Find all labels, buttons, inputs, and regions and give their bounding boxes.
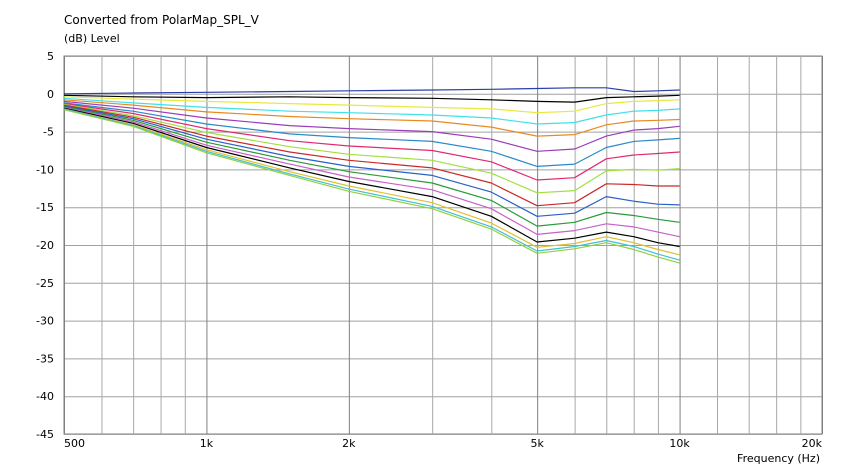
y-tick-label: -35 <box>36 352 54 365</box>
y-tick-label: -25 <box>36 277 54 290</box>
series-line-16 <box>63 108 680 261</box>
y-tick-label: -40 <box>36 390 54 403</box>
series-line-3 <box>63 96 680 114</box>
series-line-17 <box>63 109 680 264</box>
series-line-8 <box>63 103 680 181</box>
series-group <box>63 87 680 264</box>
y-tick-label: -10 <box>36 163 54 176</box>
x-tick-label: 1k <box>200 437 214 450</box>
y-tick-label: -15 <box>36 201 54 214</box>
chart-title: Converted from PolarMap_SPL_V <box>64 13 260 27</box>
series-line-2 <box>63 94 680 103</box>
series-line-1 <box>63 87 680 95</box>
x-tick-label: 10k <box>669 437 690 450</box>
y-tick-label: -45 <box>36 428 54 441</box>
x-tick-label: 500 <box>64 437 85 450</box>
series-line-9 <box>63 103 680 194</box>
series-line-5 <box>63 99 680 137</box>
x-axis-label: Frequency (Hz) <box>737 452 820 465</box>
y-tick-label: -20 <box>36 239 54 252</box>
series-line-15 <box>63 108 680 256</box>
series-line-4 <box>63 97 680 125</box>
y-tick-label: -30 <box>36 315 54 328</box>
series-line-10 <box>63 104 680 207</box>
x-tick-label: 5k <box>530 437 544 450</box>
series-line-13 <box>63 106 680 238</box>
y-axis-label: (dB) Level <box>64 32 120 45</box>
y-tick-label: 0 <box>47 88 54 101</box>
series-line-7 <box>63 102 680 167</box>
series-line-14 <box>63 107 680 248</box>
x-tick-labels: 500 1k 2k 5k 10k 20k <box>64 437 823 450</box>
series-line-6 <box>63 100 680 152</box>
y-tick-labels: 5 0 -5 -10 -15 -20 -25 -30 -35 -40 -45 <box>36 50 54 441</box>
y-tick-label: 5 <box>47 50 54 63</box>
x-tick-label: 20k <box>802 437 823 450</box>
series-line-11 <box>63 105 680 217</box>
x-tick-label: 2k <box>342 437 356 450</box>
series-line-12 <box>63 106 680 227</box>
y-tick-label: -5 <box>43 126 54 139</box>
